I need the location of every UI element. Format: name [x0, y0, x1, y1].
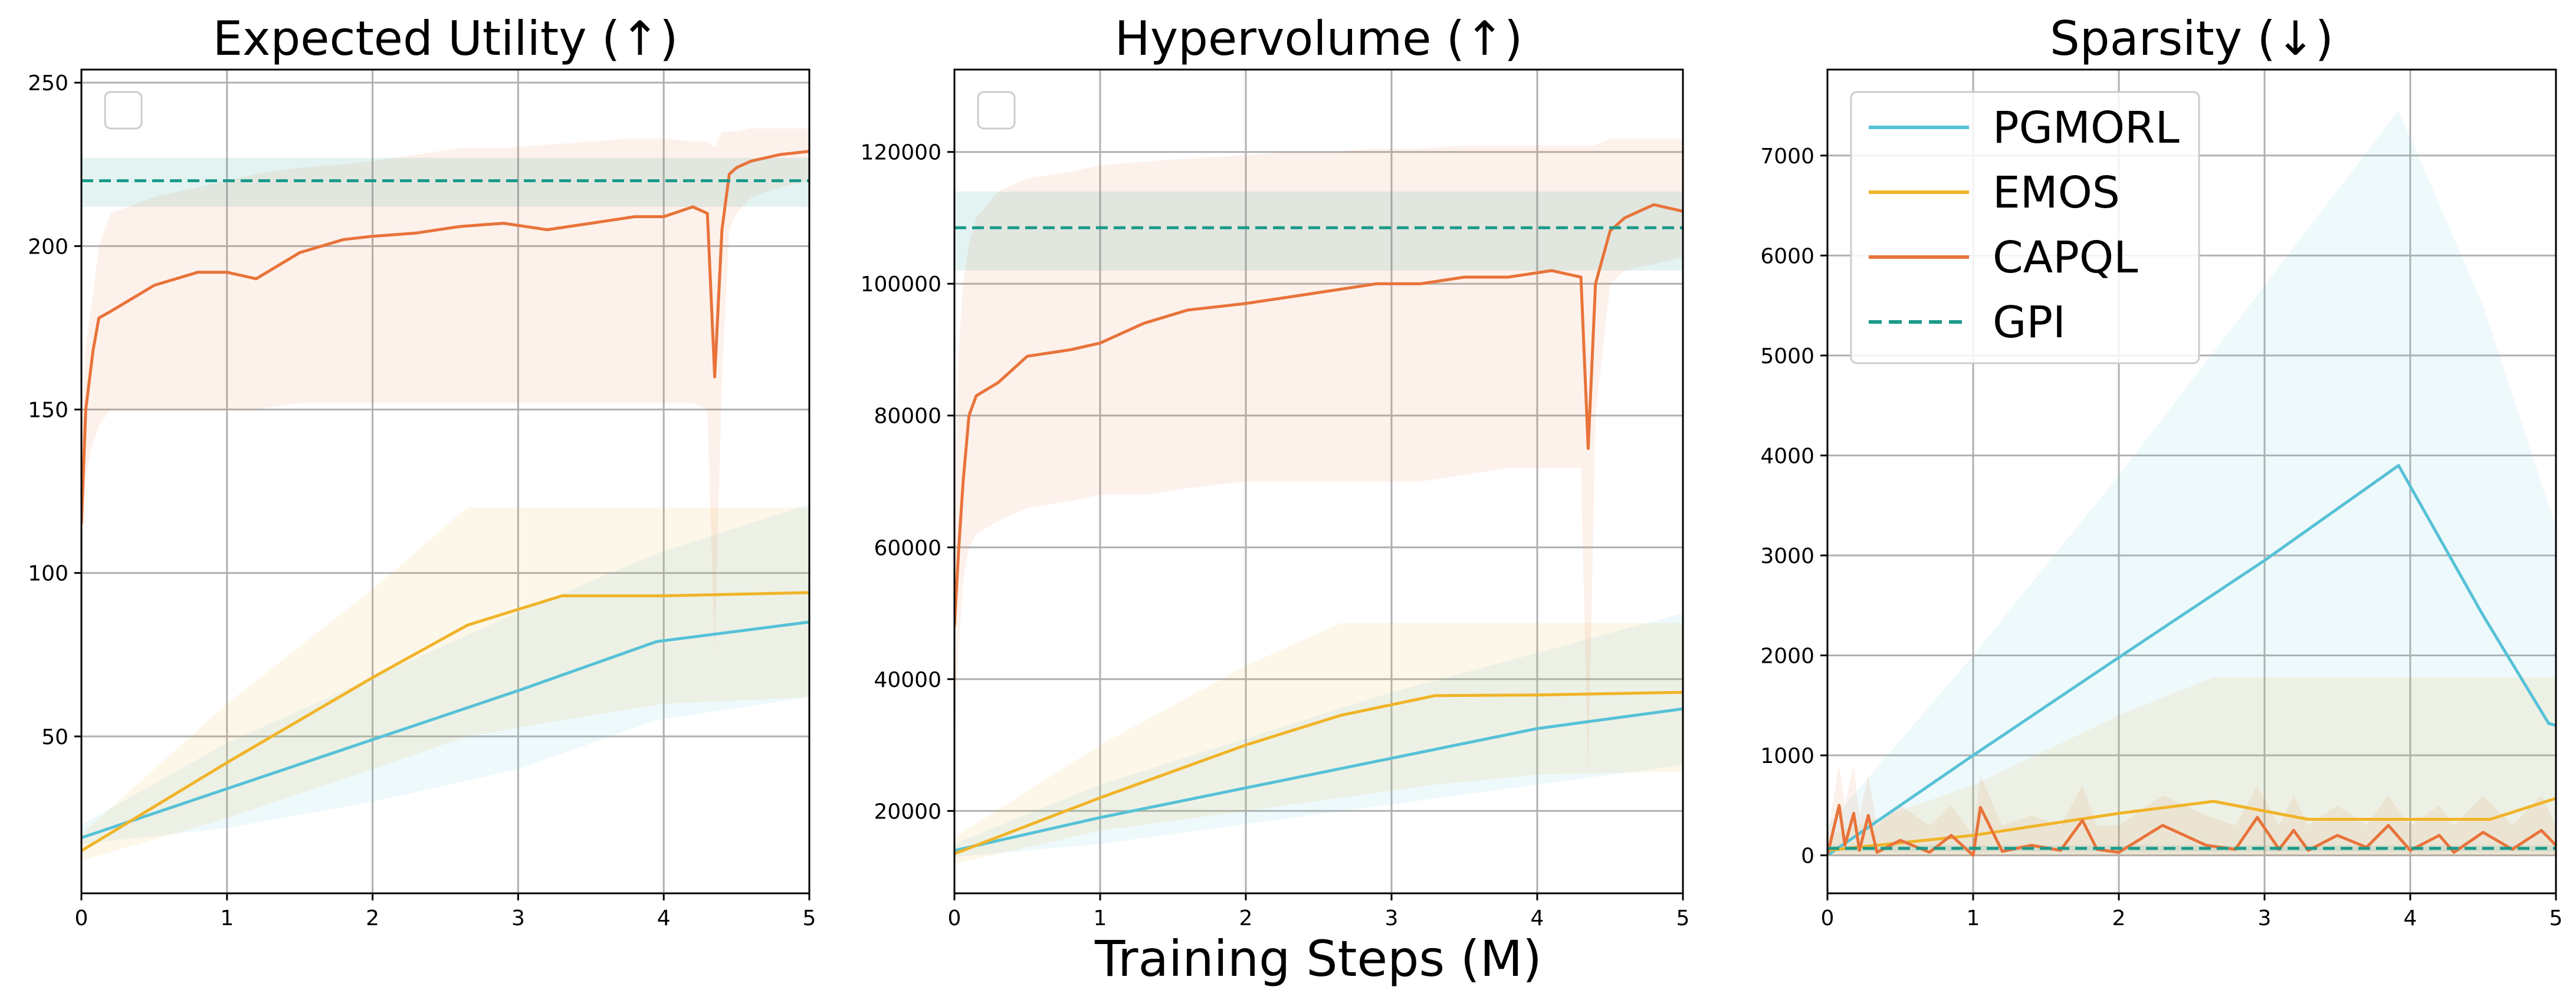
axes-frame — [80, 68, 810, 895]
series-line-emos — [81, 591, 809, 853]
y-tick-label: 4000 — [1760, 444, 1814, 468]
y-tick-label: 1000 — [1760, 744, 1814, 768]
y-tick-label: 3000 — [1760, 544, 1814, 568]
x-tick-label: 3 — [511, 906, 525, 930]
series-line-emos — [954, 690, 1683, 856]
x-tick-label: 0 — [1821, 906, 1835, 930]
y-tick-label: 20000 — [874, 800, 941, 824]
band-capql — [1827, 765, 2556, 856]
x-tick-label: 2 — [2112, 906, 2126, 930]
y-tick-label: 7000 — [1760, 144, 1814, 169]
legend-box-empty — [104, 91, 143, 130]
axes-frame — [953, 68, 1684, 895]
x-axis-label: Training Steps (M) — [1094, 930, 1542, 988]
series-line-capql — [954, 203, 1683, 627]
legend-label-pgmorl: PGMORL — [1993, 103, 2180, 153]
x-tick-label: 5 — [803, 906, 816, 930]
y-tick-label: 0 — [1801, 844, 1814, 869]
band-gpi — [954, 191, 1683, 271]
y-tick-label: 2000 — [1760, 644, 1814, 668]
y-tick-label: 200 — [28, 235, 68, 259]
series-line-pgmorl — [81, 620, 809, 840]
y-tick-label: 6000 — [1760, 244, 1814, 268]
legend-label-gpi: GPI — [1993, 297, 2066, 348]
series-line-capql — [1827, 804, 2556, 857]
plot-area — [81, 128, 809, 861]
panel-1: 0 1 2 3 4 5 50 100 150 200 250 Expected Utility (↑) — [28, 11, 816, 930]
x-tick-label: 4 — [2404, 906, 2417, 930]
y-tick-label: 250 — [28, 71, 68, 96]
band-capql — [954, 139, 1683, 778]
panel-title: Sparsity (↓) — [2050, 11, 2334, 66]
x-tick-label: 3 — [1385, 906, 1399, 930]
panel-title: Hypervolume (↑) — [1115, 11, 1523, 66]
panel-3: 0 1 2 3 4 5 0 1000 2000 3000 4000 5000 6000 7000 Spars… — [1760, 11, 2562, 930]
y-tick-label: 100 — [28, 562, 68, 586]
x-tick-label: 1 — [220, 906, 234, 930]
x-tick-label: 1 — [1094, 906, 1107, 930]
band-emos — [1827, 677, 2556, 856]
legend-box-empty — [977, 91, 1016, 130]
x-tick-label: 2 — [1239, 906, 1253, 930]
plot-area — [1827, 110, 2556, 857]
band-pgmorl — [81, 504, 809, 844]
y-tick-label: 60000 — [874, 536, 941, 560]
y-tick-label: 50 — [41, 725, 68, 749]
x-tick-label: 0 — [948, 906, 962, 930]
panel-title: Expected Utility (↑) — [213, 11, 678, 66]
y-tick-label: 80000 — [874, 405, 941, 429]
y-tick-label: 40000 — [874, 668, 941, 692]
series-line-pgmorl — [954, 707, 1683, 852]
band-emos — [954, 623, 1683, 864]
y-tick-label: 5000 — [1760, 344, 1814, 369]
x-tick-label: 0 — [75, 906, 88, 930]
panel-2: 0 1 2 3 4 5 20000 40000 60000 80000 100000 120000 Hy… — [861, 11, 1690, 930]
x-tick-label: 4 — [657, 906, 671, 930]
series-line-emos — [1827, 797, 2556, 852]
series-line-capql — [81, 150, 809, 524]
band-emos — [81, 507, 809, 861]
x-tick-label: 3 — [2258, 906, 2272, 930]
plot-area — [954, 139, 1683, 864]
y-tick-label: 150 — [28, 399, 68, 423]
y-tick-label: 120000 — [861, 141, 941, 165]
x-tick-label: 5 — [1676, 906, 1690, 930]
x-tick-label: 4 — [1531, 906, 1544, 930]
y-tick-label: 100000 — [861, 272, 941, 297]
legend-box — [1850, 91, 2200, 364]
band-gpi — [81, 157, 809, 207]
x-tick-label: 2 — [366, 906, 379, 930]
band-pgmorl — [1827, 110, 2556, 856]
legend: PGMORL EMOS CAPQL GPI — [1850, 91, 2200, 364]
axes-frame — [1826, 68, 2557, 895]
legend-label-capql: CAPQL — [1993, 232, 2138, 283]
x-tick-label: 1 — [1967, 906, 1980, 930]
x-tick-label: 5 — [2549, 906, 2563, 930]
legend-label-emos: EMOS — [1993, 167, 2120, 218]
band-pgmorl — [954, 613, 1683, 857]
band-capql — [81, 128, 809, 655]
series-line-pgmorl — [1827, 463, 2556, 857]
